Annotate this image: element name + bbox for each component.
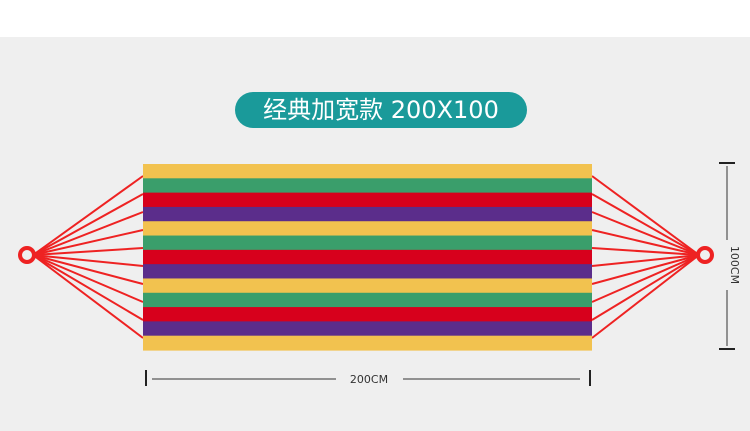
rope-right [591, 254, 700, 339]
hammock-stripe-yellow [143, 164, 592, 179]
left-ropes [32, 175, 144, 339]
rope-left [32, 193, 144, 256]
rope-left [32, 211, 144, 256]
rope-left [32, 247, 144, 256]
rope-right [591, 254, 700, 303]
width-dimension: 200CM [145, 370, 591, 386]
rope-right [591, 254, 700, 285]
rope-right [591, 254, 700, 267]
hammock-stripe-red [143, 249, 592, 265]
hammock-stripe-green [143, 235, 592, 251]
rope-left [32, 254, 144, 285]
rope-right [591, 229, 700, 256]
hammock-stripe-green [143, 292, 592, 308]
hammock-stripe-purple [143, 264, 592, 280]
hammock-stripe-purple [143, 321, 592, 337]
right-ring-icon [696, 246, 714, 264]
rope-left [32, 254, 144, 303]
rope-left [32, 229, 144, 256]
hammock-stripe-red [143, 192, 592, 208]
product-title-badge: 经典加宽款 200X100 [235, 92, 527, 128]
hammock-stripe-yellow [143, 335, 592, 351]
rope-right [591, 175, 700, 256]
product-title: 经典加宽款 200X100 [263, 96, 499, 124]
rope-left [32, 254, 144, 321]
hammock-fabric [143, 164, 592, 351]
right-ropes [591, 175, 700, 339]
height-label: 100CM [728, 246, 741, 284]
left-ring-icon [18, 246, 36, 264]
rope-left [32, 254, 144, 267]
height-dimension: 100CM [719, 162, 741, 350]
rope-left [32, 254, 144, 339]
hammock-stripe-green [143, 178, 592, 194]
hammock-stripe-yellow [143, 221, 592, 237]
hammock-stripe-purple [143, 206, 592, 222]
width-label: 200CM [350, 373, 388, 386]
rope-right [591, 193, 700, 256]
rope-left [32, 175, 144, 256]
rope-right [591, 247, 700, 256]
rope-right [591, 254, 700, 321]
rope-right [591, 211, 700, 256]
hammock-stripe-red [143, 307, 592, 322]
hammock-stripe-yellow [143, 278, 592, 294]
